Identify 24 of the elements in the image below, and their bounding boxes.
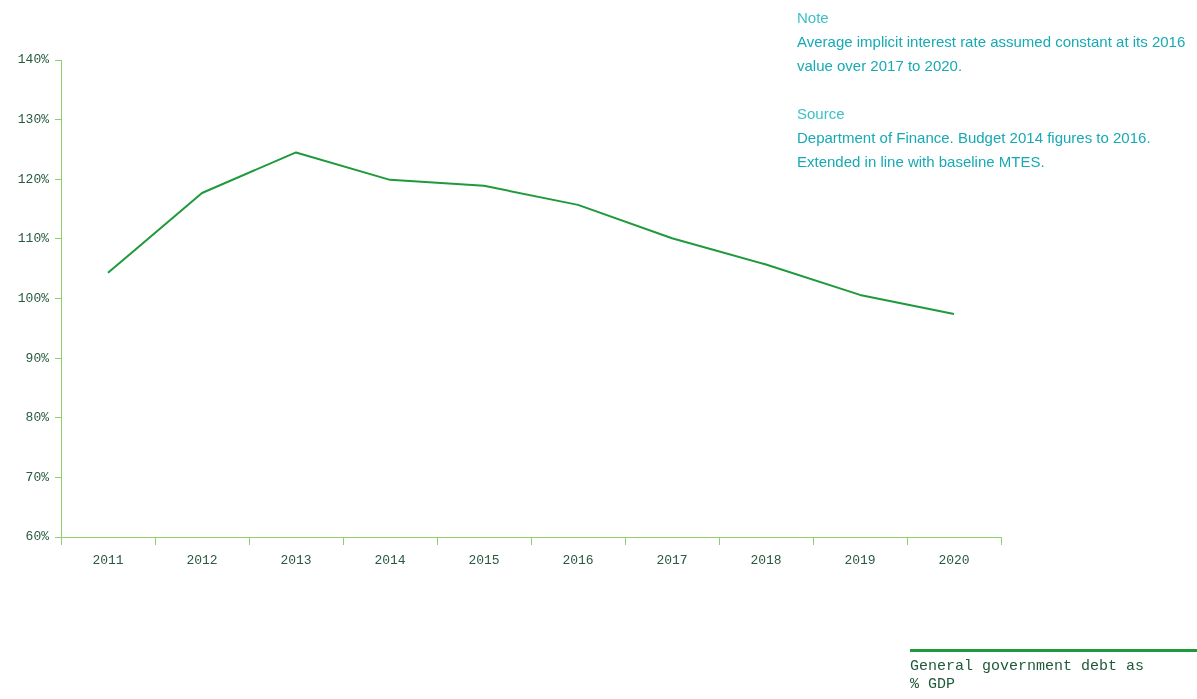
y-tick-label: 120% [17, 171, 50, 187]
x-tick-label: 2015 [468, 553, 500, 569]
text: Note [797, 8, 830, 28]
x-tick-label: 2017 [656, 553, 688, 569]
x-tick-label: 2016 [562, 553, 594, 569]
y-tick-label: 90% [25, 350, 50, 366]
y-tick-label: 130% [17, 112, 50, 128]
y-tick-label: 140% [17, 52, 50, 68]
x-tick-label: 2014 [374, 553, 406, 569]
x-tick-label: 2020 [938, 553, 970, 569]
annotation: Average implicit interest rate assumed constant at its 2016 value over 2017 to 2020. [797, 32, 1187, 76]
y-tick-label: 80% [25, 410, 50, 426]
y-tick-label: 100% [17, 290, 50, 306]
text: General government debt as % GDP [910, 658, 1146, 694]
y-tick-label: 70% [25, 469, 50, 485]
annotation: Department of Finance. Budget 2014 figures to 2016. Extended in line with baseline MTES. [797, 128, 1152, 172]
y-tick-label: 60% [25, 529, 50, 545]
x-tick-label: 2012 [186, 553, 218, 569]
x-tick-label: 2011 [92, 553, 124, 569]
x-tick-label: 2018 [750, 553, 782, 569]
y-tick-label: 110% [17, 231, 50, 247]
annotation: Source [797, 104, 846, 124]
x-tick-label: 2019 [844, 553, 876, 569]
x-tick-label: 2013 [280, 553, 312, 569]
